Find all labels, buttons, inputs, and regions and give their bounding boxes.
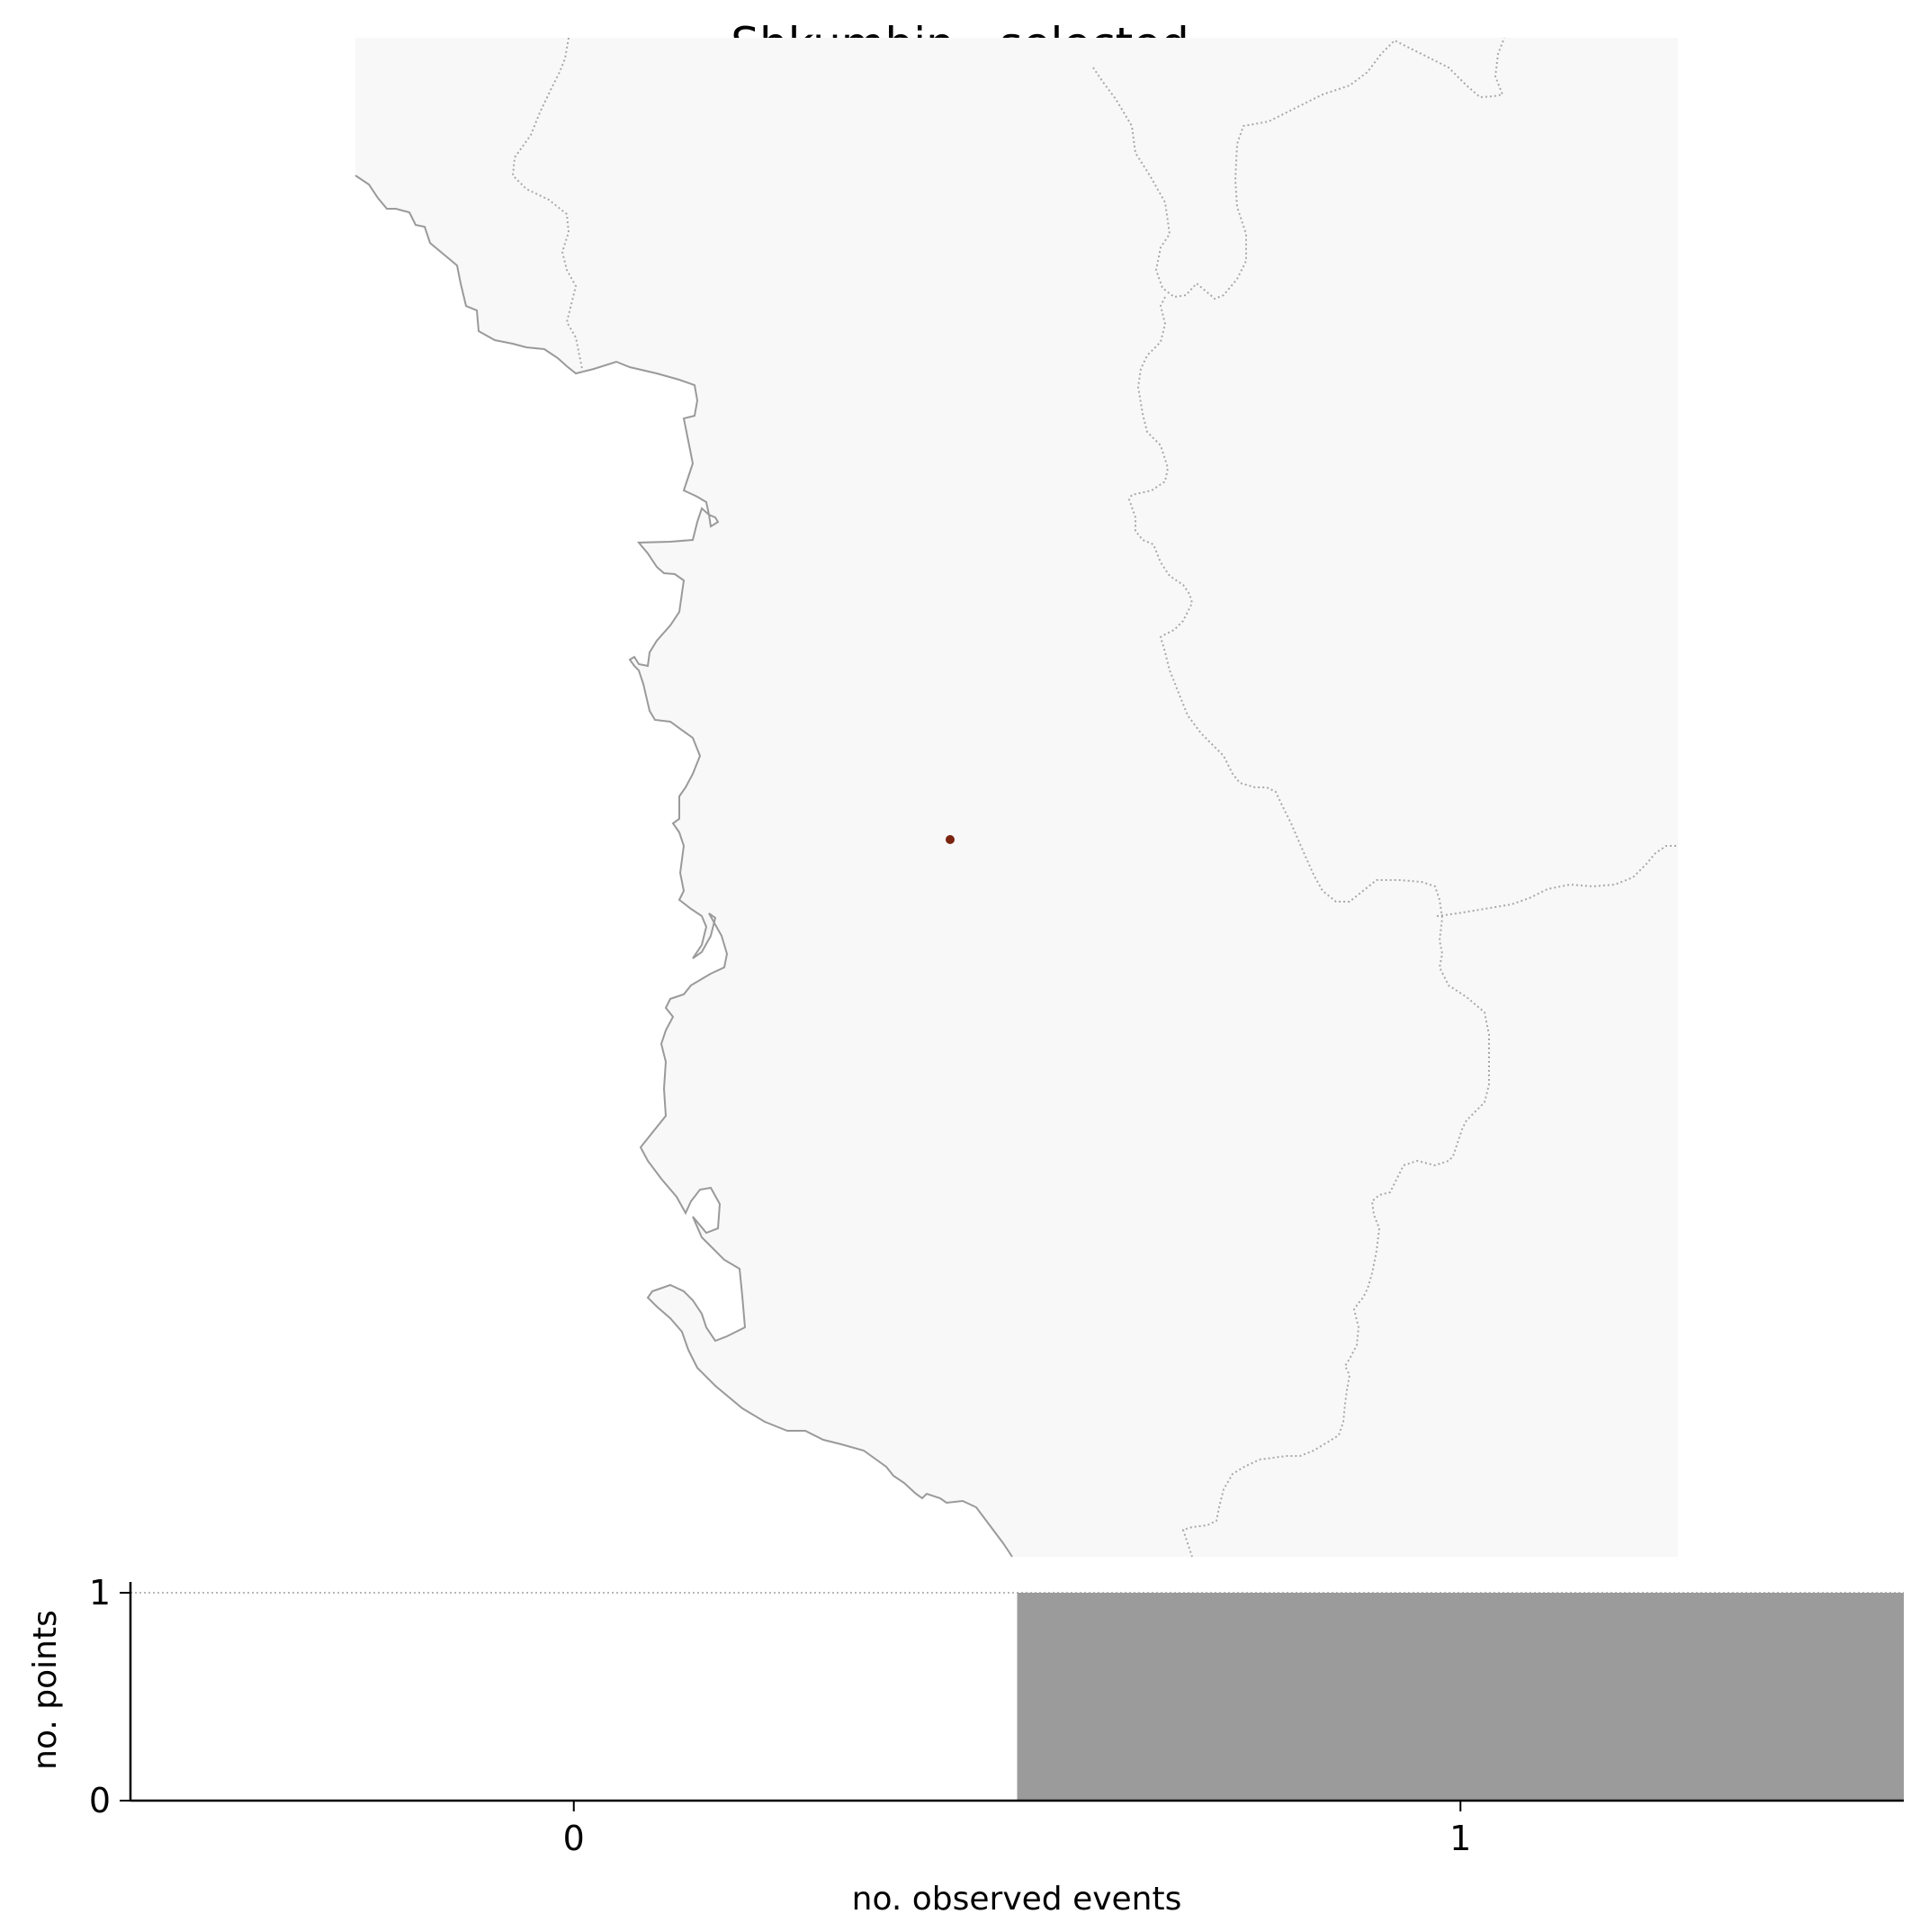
national-borders (511, 37, 1678, 1558)
bar-1 (1017, 1593, 1904, 1801)
border-greece-branch (1436, 845, 1678, 917)
bars-layer (1017, 1593, 1904, 1801)
map-panel (354, 37, 1678, 1558)
x-tick-label: 0 (563, 1819, 585, 1858)
y-tick-label: 1 (89, 1573, 111, 1613)
ticks-layer: 0 1 0 1 (89, 1573, 1472, 1858)
y-tick-label: 0 (89, 1781, 111, 1820)
x-axis-label: no. observed events (852, 1881, 1182, 1918)
sea-area (355, 175, 1012, 1557)
border-kosovo-serbia (1092, 37, 1505, 301)
y-axis-label: no. points (27, 1610, 64, 1770)
coastline (354, 175, 1013, 1558)
border-north-macedonia (1127, 296, 1490, 1558)
selected-point-marker (946, 835, 955, 844)
border-montenegro (511, 37, 584, 374)
histogram-panel: 0 1 0 1 no. observed events no. points (27, 1573, 1904, 1918)
x-tick-label: 1 (1449, 1819, 1471, 1858)
